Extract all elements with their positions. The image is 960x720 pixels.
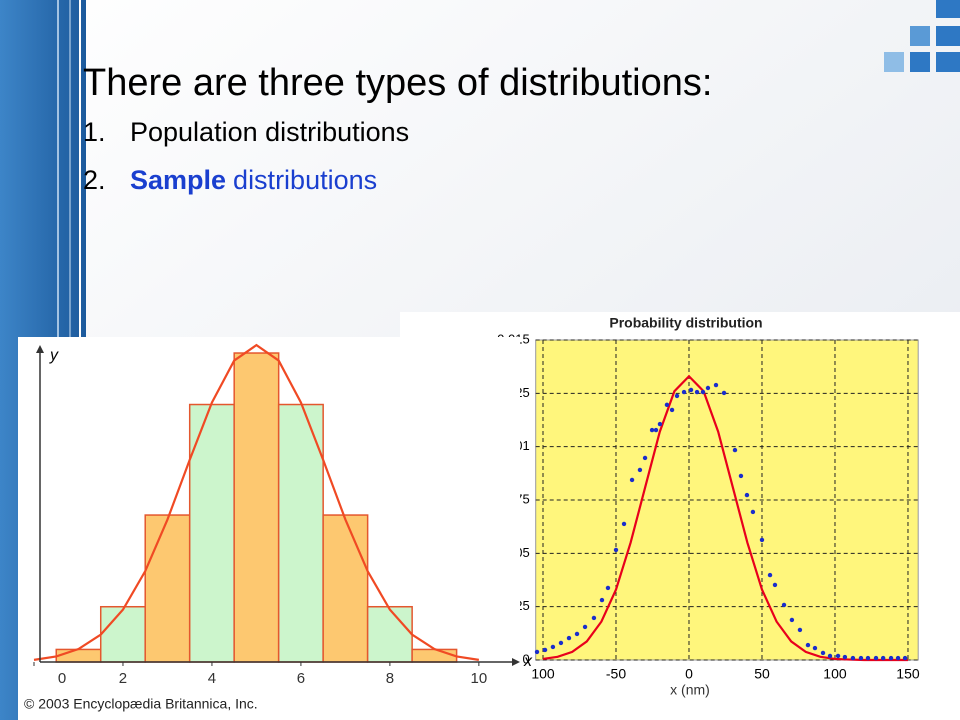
data-point (657, 421, 663, 427)
data-point (902, 655, 908, 661)
data-point (880, 655, 886, 661)
data-point (550, 644, 556, 650)
data-point (781, 602, 787, 608)
x-tick-label: -50 (606, 666, 626, 682)
data-point (713, 382, 719, 388)
x-tick-label: 0 (58, 670, 66, 687)
data-point (895, 655, 901, 661)
histogram-bar (411, 648, 458, 663)
item-number: 2. (83, 165, 106, 195)
data-point (669, 407, 675, 413)
data-point (700, 389, 706, 395)
data-point (558, 640, 564, 646)
x-tick-label: 10 (471, 670, 488, 687)
histogram-bar (188, 403, 235, 663)
item-number: 1. (83, 117, 106, 147)
histogram-bar (99, 605, 146, 663)
x-tick-label: 150 (896, 666, 920, 682)
corner-squares (884, 0, 960, 72)
data-point (582, 624, 588, 630)
x-tick-label: 100 (531, 666, 555, 682)
item-text: Population distributions (130, 117, 410, 147)
data-point (566, 635, 572, 641)
x-axis-label: x (nm) (670, 682, 710, 698)
data-point (827, 653, 833, 659)
probability-chart: 00.00250.0050.00750.010.01250.015100-500… (490, 315, 920, 698)
data-point (732, 447, 738, 453)
data-point (873, 655, 879, 661)
histogram-bar (277, 403, 324, 663)
data-point (842, 654, 848, 660)
data-point (534, 649, 540, 655)
x-axis-arrow (512, 658, 520, 666)
data-point (642, 455, 648, 461)
data-point (744, 492, 750, 498)
credit: © 2003 Encyclopædia Britannica, Inc. (24, 696, 258, 712)
x-tick-label: 50 (754, 666, 770, 682)
data-point (653, 427, 659, 433)
data-point (591, 615, 597, 621)
data-point (574, 631, 580, 637)
data-point (599, 597, 605, 603)
fit-curve (33, 343, 480, 661)
data-point (797, 627, 803, 633)
x-axis-label: x (523, 653, 533, 670)
data-point (738, 473, 744, 479)
data-point (750, 509, 756, 515)
x-tick-label: 8 (386, 670, 394, 687)
data-point (721, 390, 727, 396)
data-point (664, 402, 670, 408)
data-point (621, 521, 627, 527)
slide-title: There are three types of distributions: (83, 62, 713, 104)
data-point (681, 389, 687, 395)
histogram-bar (144, 514, 191, 663)
data-point (858, 655, 864, 661)
data-point (850, 655, 856, 661)
data-point (767, 572, 773, 578)
data-point (605, 585, 611, 591)
histogram-bar (366, 605, 413, 663)
data-point (705, 385, 711, 391)
data-point (688, 387, 694, 393)
data-point (772, 582, 778, 588)
histogram-chart: x y 0 2 4 6 8 10 © 2003 Encyclopædia Britannica,… (24, 343, 533, 712)
data-point (542, 647, 548, 653)
chart-title: Probability distribution (609, 315, 762, 331)
data-point (759, 537, 765, 543)
x-tick-label: 2 (119, 670, 127, 687)
histogram-bar (55, 648, 102, 663)
data-point (805, 642, 811, 648)
data-point (835, 653, 841, 659)
data-point (613, 547, 619, 553)
data-point (888, 655, 894, 661)
item-text: distributions (233, 165, 378, 195)
data-point (637, 467, 643, 473)
x-tick-label: 0 (685, 666, 693, 682)
data-point (694, 389, 700, 395)
y-axis-arrow (36, 345, 44, 353)
histogram-bar (233, 352, 280, 663)
y-tick-label: 0 (522, 651, 529, 666)
x-tick-label: 100 (823, 666, 847, 682)
histogram-bar (322, 514, 369, 663)
item-bold: Sample (130, 165, 227, 195)
data-point (649, 427, 655, 433)
x-tick-label: 4 (208, 670, 216, 687)
fit-curve (542, 374, 908, 662)
x-tick-label: 6 (297, 670, 305, 687)
data-point (812, 645, 818, 651)
list-item: 1. Population distributions (83, 108, 712, 156)
y-axis-label: y (49, 347, 59, 364)
slide-text: There are three types of distributions: … (83, 58, 712, 204)
data-point (820, 650, 826, 656)
data-point (789, 617, 795, 623)
data-point (629, 477, 635, 483)
list-item: 2. Sample distributions (83, 156, 712, 204)
data-point (865, 655, 871, 661)
data-point (674, 393, 680, 399)
